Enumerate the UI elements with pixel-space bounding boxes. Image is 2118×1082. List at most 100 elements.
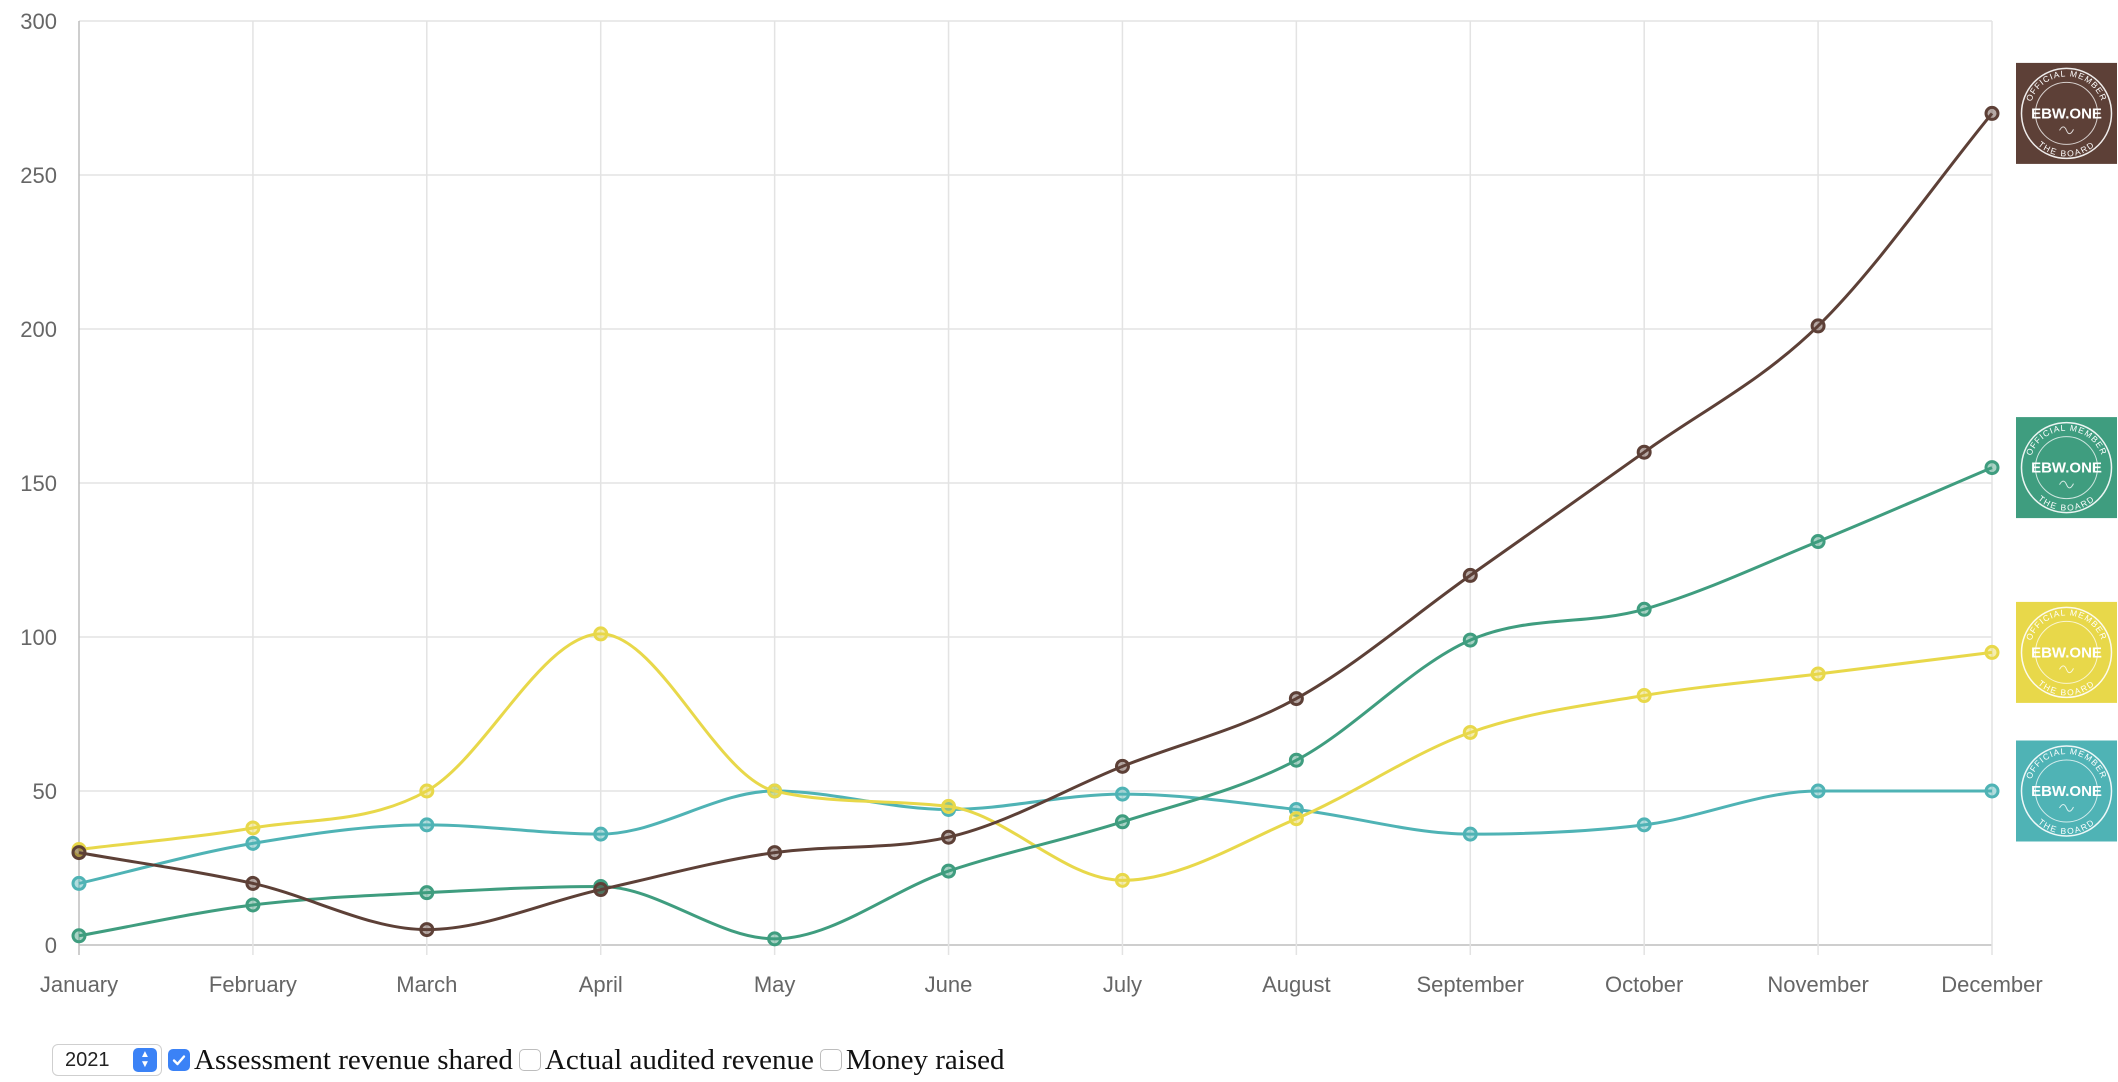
badge-main-text: EBW.ONE — [2031, 783, 2102, 800]
data-point[interactable] — [1114, 872, 1130, 888]
badge-signature-mark — [2059, 480, 2074, 489]
data-point[interactable] — [245, 875, 261, 891]
data-point[interactable] — [1984, 644, 2000, 660]
select-stepper-icon: ▲ ▼ — [133, 1048, 157, 1072]
assessment-revenue-label: Assessment revenue shared — [194, 1043, 513, 1076]
data-point[interactable] — [1462, 632, 1478, 648]
y-tick-label: 300 — [20, 9, 57, 34]
x-tick-label: June — [925, 972, 973, 997]
badge-outer-ring — [2020, 67, 2113, 160]
year-select[interactable]: 2021 ▲ ▼ — [52, 1044, 162, 1076]
money-raised-label: Money raised — [845, 1043, 1005, 1076]
series-line — [78, 466, 1993, 941]
data-point[interactable] — [1810, 783, 1826, 799]
data-point[interactable] — [71, 875, 87, 891]
series-line — [78, 112, 1994, 932]
badge-signature-mark — [2059, 665, 2074, 674]
data-point[interactable] — [1636, 444, 1652, 460]
badge-background — [2016, 417, 2117, 519]
y-axis-ticks: 0 50 100 150 200 250 300 — [20, 9, 57, 958]
y-tick-label: 100 — [20, 625, 57, 650]
data-point[interactable] — [767, 783, 783, 799]
data-point[interactable] — [1114, 814, 1130, 830]
data-point[interactable] — [245, 820, 261, 836]
x-tick-label: October — [1605, 972, 1683, 997]
data-point[interactable] — [71, 928, 87, 944]
x-tick-label: September — [1416, 972, 1524, 997]
data-point[interactable] — [1288, 811, 1304, 827]
series-3 — [71, 783, 2000, 891]
x-tick-label: March — [396, 972, 457, 997]
badge-background — [2016, 601, 2117, 703]
data-point[interactable] — [71, 845, 87, 861]
badge-outer-ring — [2020, 745, 2113, 837]
data-point[interactable] — [1288, 691, 1304, 707]
line-chart: 0 50 100 150 200 250 300 January February March A… — [20, 9, 2117, 997]
badge-inner-ring — [2035, 759, 2098, 823]
data-point[interactable] — [941, 829, 957, 845]
x-tick-label: February — [209, 972, 297, 997]
data-point[interactable] — [1636, 817, 1652, 833]
badge-outer-ring — [2020, 421, 2113, 514]
y-tick-label: 200 — [20, 317, 57, 342]
badge-main-text: EBW.ONE — [2031, 460, 2102, 477]
data-point[interactable] — [593, 826, 609, 842]
badge-outer-ring — [2020, 606, 2113, 699]
data-point[interactable] — [1810, 318, 1826, 334]
data-point[interactable] — [419, 817, 435, 833]
data-point[interactable] — [1636, 688, 1652, 704]
data-point[interactable] — [245, 835, 261, 851]
x-tick-label: July — [1103, 972, 1142, 997]
assessment-revenue-checkbox[interactable] — [168, 1049, 190, 1071]
badge-background — [2016, 740, 2117, 842]
data-point[interactable] — [419, 783, 435, 799]
y-tick-label: 0 — [45, 933, 57, 958]
data-point[interactable] — [593, 882, 609, 898]
data-point[interactable] — [941, 863, 957, 879]
y-tick-label: 250 — [20, 163, 57, 188]
data-point[interactable] — [1462, 567, 1478, 583]
data-point[interactable] — [767, 845, 783, 861]
data-point[interactable] — [1984, 105, 2000, 121]
x-tick-label: January — [40, 972, 118, 997]
x-tick-label: August — [1262, 972, 1331, 997]
series-line — [78, 632, 1993, 882]
data-point[interactable] — [593, 626, 609, 642]
data-point[interactable] — [767, 931, 783, 947]
data-point[interactable] — [941, 798, 957, 814]
data-point[interactable] — [419, 922, 435, 938]
data-point[interactable] — [1810, 666, 1826, 682]
x-tick-label: May — [754, 972, 796, 997]
data-point[interactable] — [1462, 826, 1478, 842]
data-point[interactable] — [1810, 534, 1826, 550]
data-point[interactable] — [1984, 460, 2000, 476]
data-point[interactable] — [1288, 752, 1304, 768]
chart-controls: 2021 ▲ ▼ Assessment revenue shared Actual… — [52, 1040, 1005, 1080]
x-tick-label: April — [579, 972, 623, 997]
x-tick-label: November — [1767, 972, 1868, 997]
x-axis-ticks: January February March April May June July Augu… — [40, 972, 2043, 997]
audited-revenue-checkbox[interactable] — [518, 1049, 541, 1071]
badge-signature-mark — [2059, 126, 2074, 135]
data-point[interactable] — [419, 885, 435, 901]
badge-main-text: EBW.ONE — [2031, 644, 2102, 661]
series-1 — [71, 460, 2000, 947]
badge-inner-ring — [2035, 81, 2098, 145]
data-point[interactable] — [1984, 783, 2000, 799]
money-raised-checkbox[interactable] — [819, 1049, 842, 1071]
badge-main-text: EBW.ONE — [2031, 105, 2102, 122]
y-tick-label: 50 — [33, 779, 57, 804]
chart-series — [71, 105, 2000, 947]
data-point[interactable] — [1462, 724, 1478, 740]
audited-revenue-label: Actual audited revenue — [544, 1043, 814, 1076]
data-point[interactable] — [1636, 601, 1652, 617]
data-point[interactable] — [1114, 786, 1130, 802]
data-point[interactable] — [245, 897, 261, 913]
series-0 — [71, 105, 2000, 938]
data-point[interactable] — [1114, 758, 1130, 774]
